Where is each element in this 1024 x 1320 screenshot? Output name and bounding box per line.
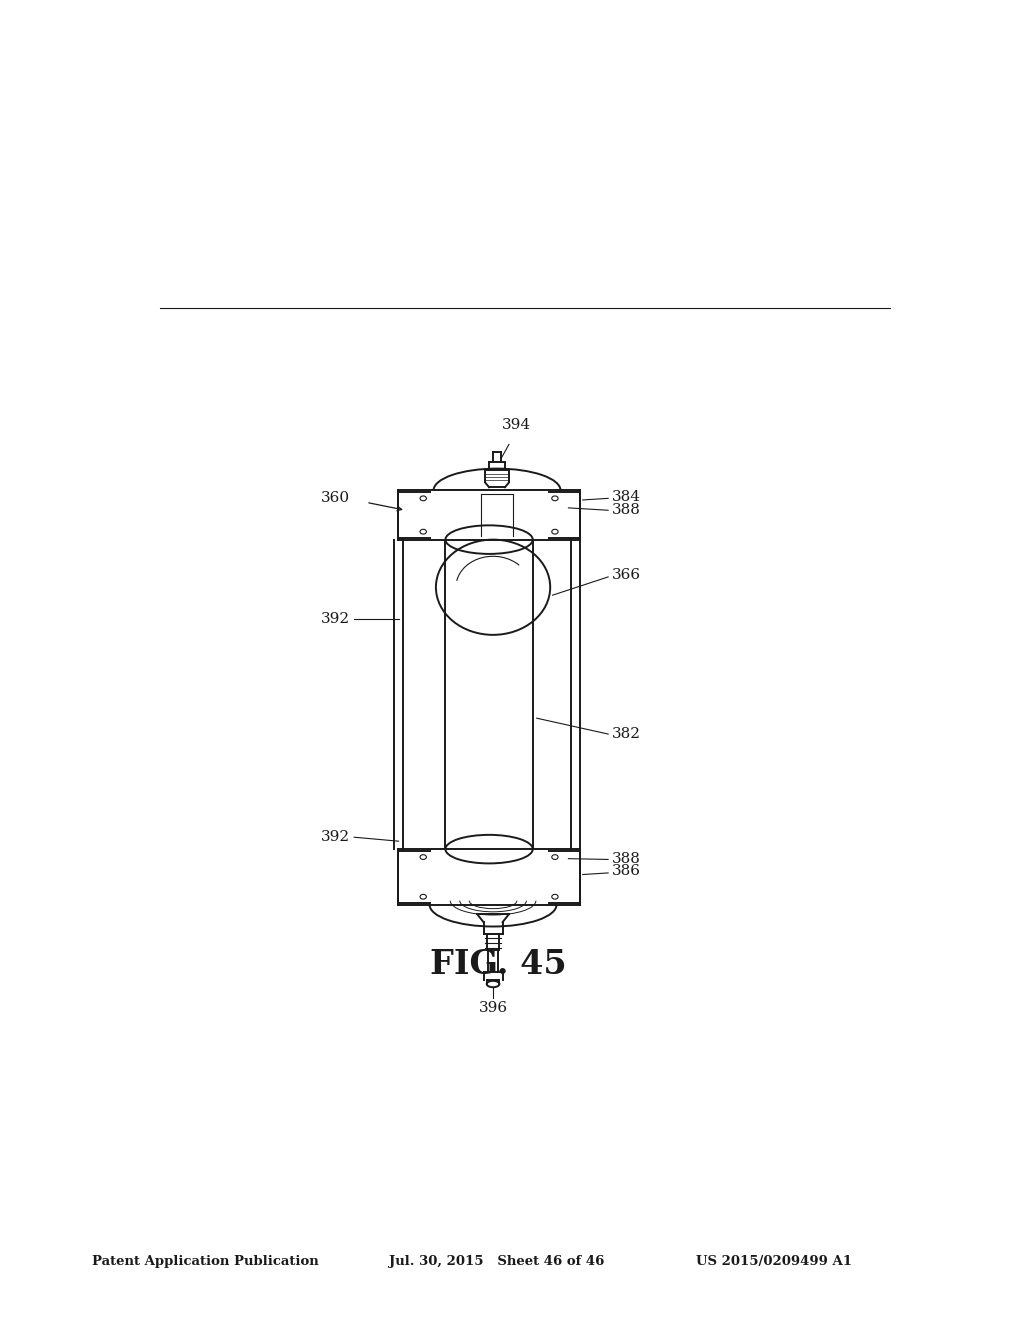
Text: Jul. 30, 2015   Sheet 46 of 46: Jul. 30, 2015 Sheet 46 of 46: [389, 1255, 604, 1269]
Text: FIG. 45: FIG. 45: [430, 948, 566, 981]
Text: 392: 392: [322, 612, 350, 626]
Text: 396: 396: [478, 1002, 508, 1015]
Text: 388: 388: [612, 851, 641, 866]
Text: 360: 360: [322, 491, 350, 506]
Text: 366: 366: [612, 569, 641, 582]
Text: Patent Application Publication: Patent Application Publication: [92, 1255, 318, 1269]
Text: 386: 386: [612, 865, 641, 878]
Text: 392: 392: [322, 830, 350, 845]
Text: 382: 382: [612, 727, 641, 741]
Text: 384: 384: [612, 490, 641, 504]
Text: 388: 388: [612, 503, 641, 517]
Text: US 2015/0209499 A1: US 2015/0209499 A1: [696, 1255, 852, 1269]
Text: 394: 394: [503, 418, 531, 433]
